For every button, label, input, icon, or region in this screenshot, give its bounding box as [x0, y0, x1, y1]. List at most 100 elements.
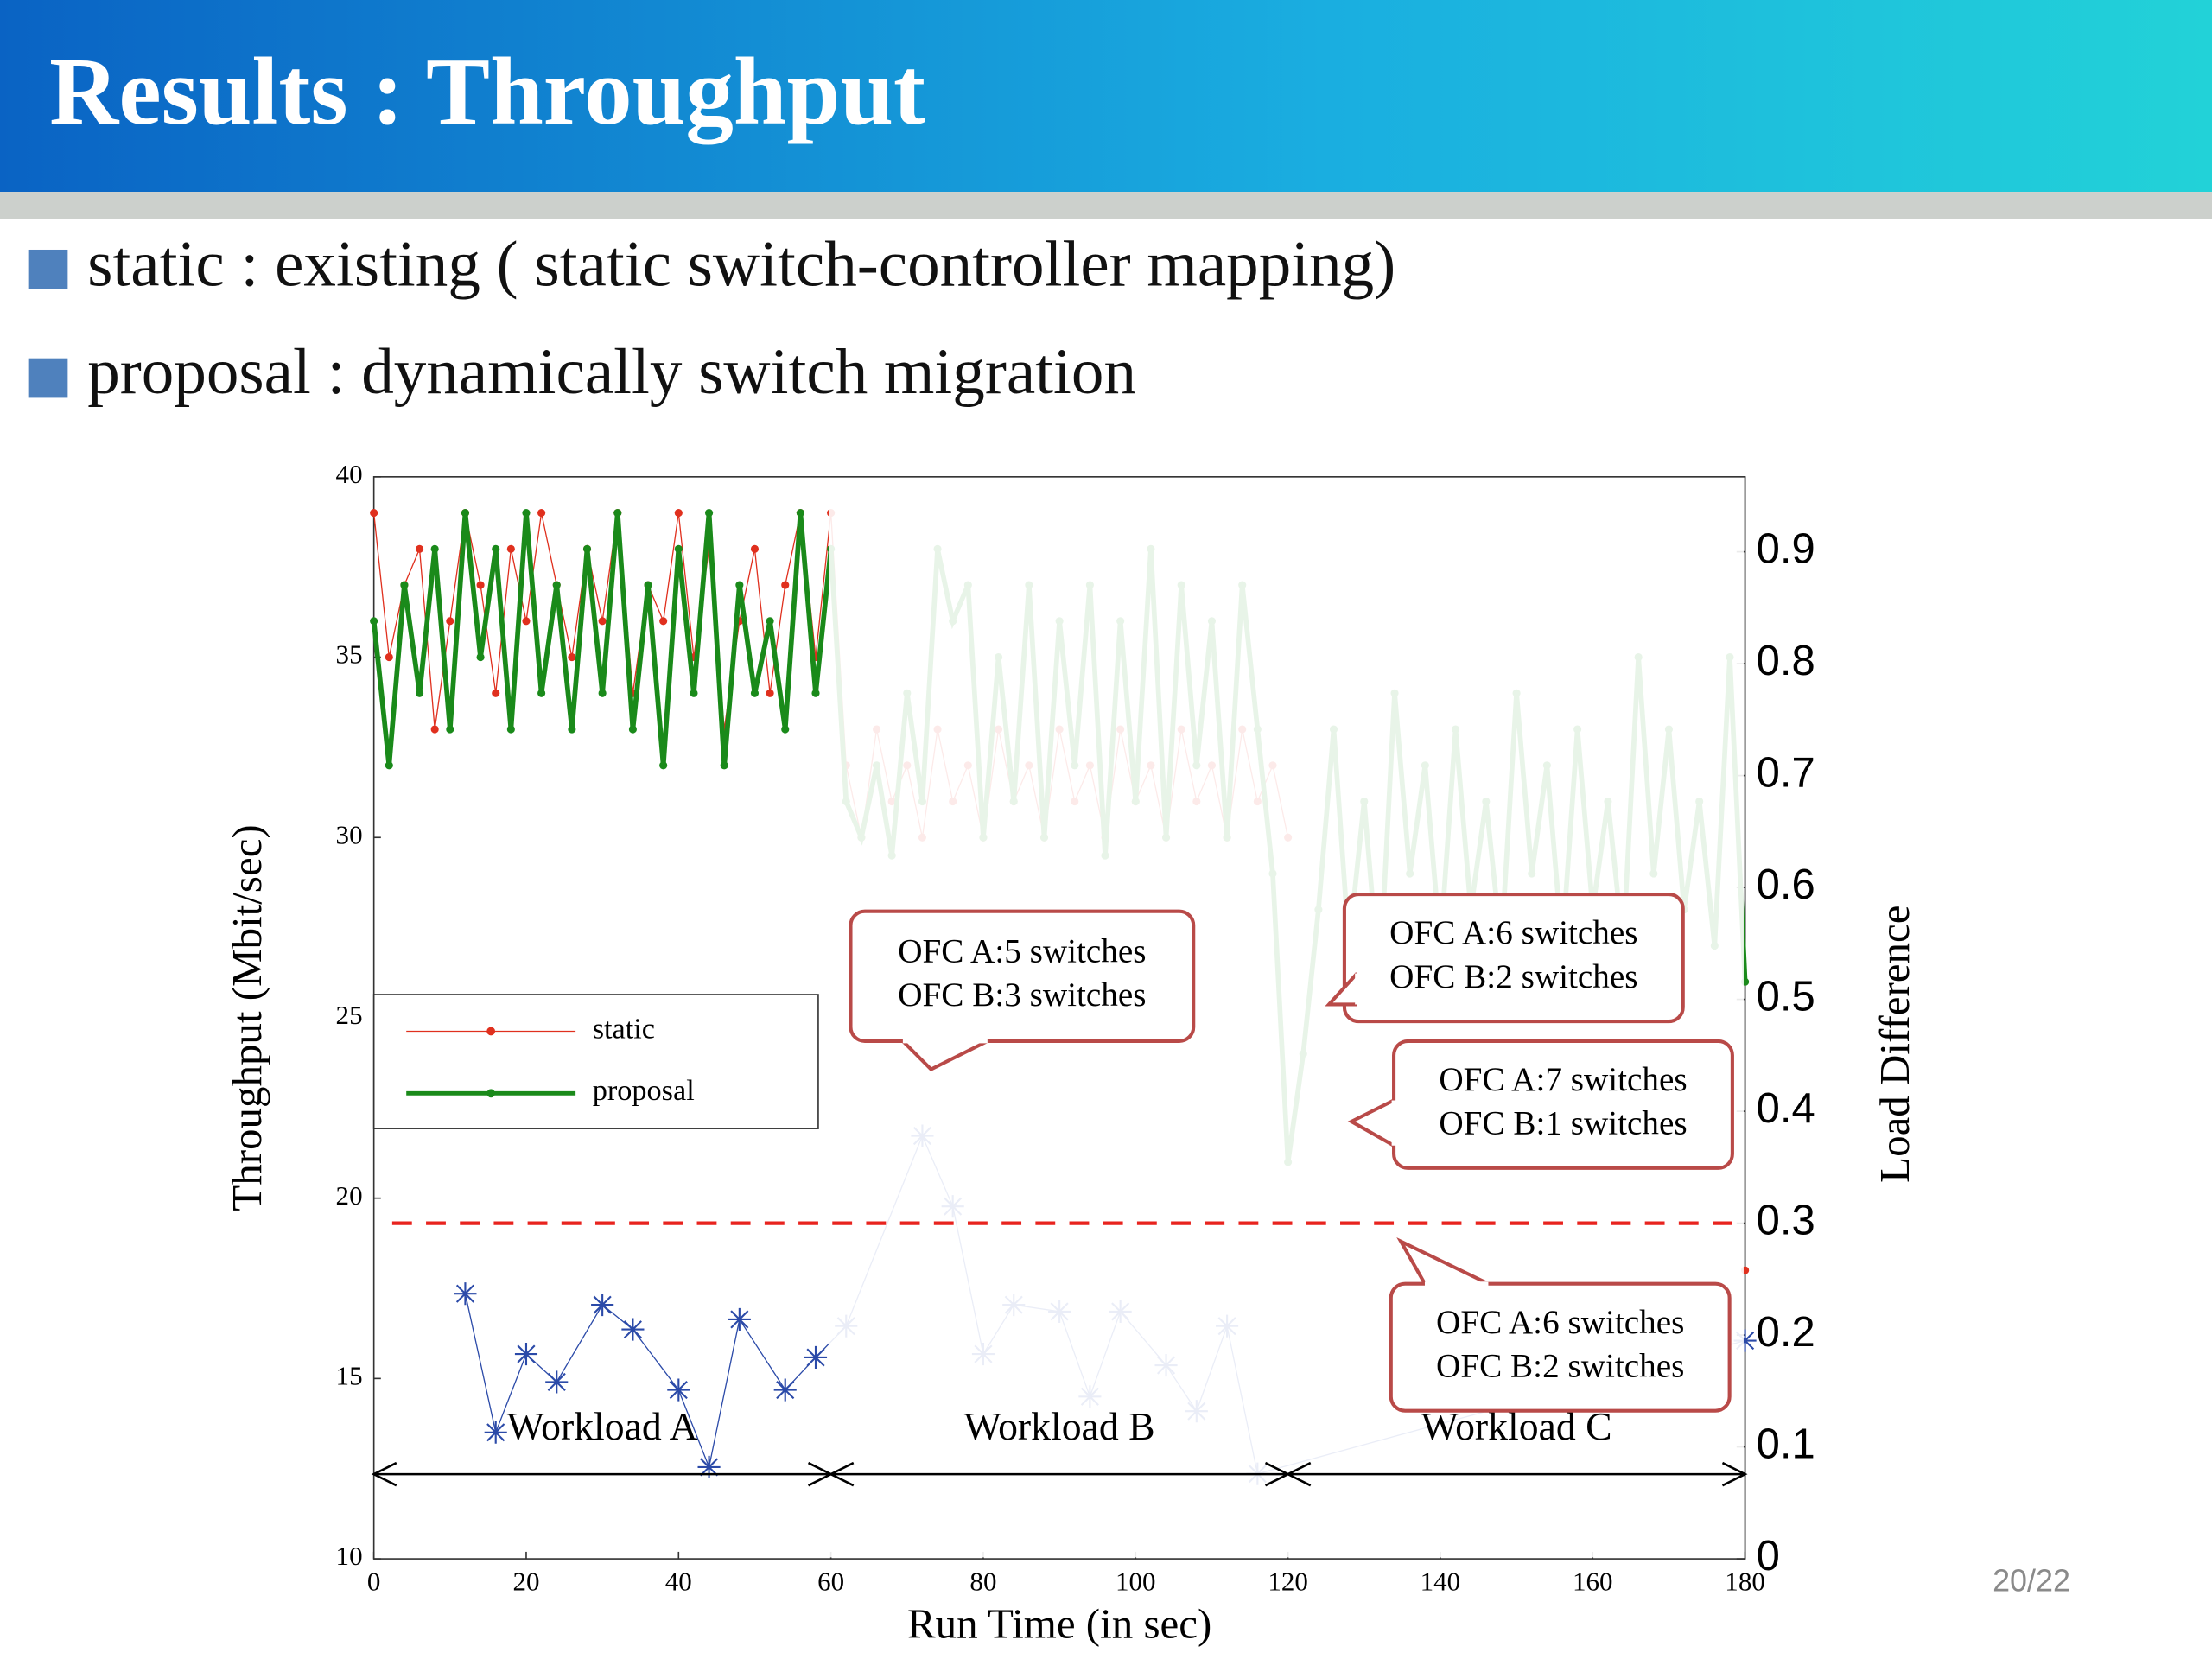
- point-marker: [613, 509, 622, 518]
- point-marker: [766, 617, 774, 626]
- region-label: Workload B: [964, 1404, 1155, 1448]
- point-marker: [796, 509, 804, 518]
- callout-text: OFC B:1 switches: [1439, 1105, 1687, 1142]
- point-marker: [454, 1282, 477, 1306]
- y-tick-label: 10: [336, 1541, 363, 1571]
- point-marker: [659, 761, 668, 770]
- x-tick-label: 140: [1421, 1567, 1461, 1597]
- callout-text: OFC B:2 switches: [1436, 1347, 1684, 1384]
- callout-text: OFC B:2 switches: [1389, 958, 1637, 995]
- bullet-icon: [28, 358, 68, 398]
- point-marker: [537, 689, 546, 697]
- x-tick-label: 20: [512, 1567, 539, 1597]
- y2-tick-label: 0.6: [1757, 861, 1815, 908]
- y-tick-label: 15: [336, 1360, 363, 1390]
- point-marker: [415, 689, 424, 697]
- y2-tick-label: 0.7: [1757, 750, 1815, 797]
- point-marker: [811, 689, 820, 697]
- y-tick-label: 40: [336, 459, 363, 489]
- point-marker: [400, 581, 409, 589]
- legend-marker: [486, 1027, 496, 1036]
- bullet-icon: [28, 249, 68, 289]
- callout-tail: [1396, 1237, 1490, 1286]
- point-marker: [781, 581, 790, 589]
- callout-tail: [1347, 1098, 1395, 1147]
- point-marker: [514, 1343, 538, 1366]
- point-marker: [690, 689, 698, 697]
- y2-tick-label: 0.8: [1757, 638, 1815, 684]
- point-marker: [568, 725, 576, 734]
- point-marker: [430, 725, 439, 734]
- legend-label: proposal: [593, 1074, 695, 1107]
- point-marker: [735, 581, 744, 589]
- point-marker: [766, 689, 774, 697]
- chart: 0 20 40 60 80 100 120 140 160 180 10 15 20 25 30 35 40 0 0…: [223, 459, 1918, 1647]
- point-marker: [568, 652, 576, 662]
- point-marker: [628, 725, 637, 734]
- y2-tick-label: 0.9: [1757, 526, 1815, 573]
- point-marker: [476, 652, 485, 662]
- point-marker: [522, 509, 531, 518]
- point-marker: [415, 544, 424, 553]
- point-marker: [492, 689, 500, 697]
- point-marker: [537, 509, 546, 518]
- point-marker: [1733, 1329, 1757, 1352]
- legend-marker: [486, 1089, 496, 1098]
- y2-tick-label: 0.2: [1757, 1309, 1815, 1356]
- point-marker: [781, 725, 790, 734]
- point-marker: [659, 617, 668, 626]
- point-marker: [492, 544, 500, 553]
- slide-title: Results : Throughput: [49, 39, 925, 145]
- callout-box: [849, 909, 1196, 1043]
- callout-box: [1389, 1281, 1732, 1413]
- point-marker: [728, 1307, 751, 1332]
- point-marker: [446, 617, 454, 626]
- point-marker: [773, 1378, 797, 1402]
- page-number: 20/22: [1993, 1562, 2070, 1598]
- x-tick-label: 40: [665, 1567, 692, 1597]
- callout-text: OFC A:5 switches: [898, 932, 1146, 969]
- y-tick-label: 25: [336, 1000, 363, 1030]
- callout-text: OFC B:3 switches: [898, 976, 1146, 1014]
- legend-label: static: [593, 1012, 655, 1045]
- y-tick-label: 30: [336, 819, 363, 849]
- y2-tick-label: 0: [1757, 1533, 1780, 1580]
- callout-text: OFC A:6 switches: [1436, 1304, 1684, 1341]
- y2-tick-label: 0.4: [1757, 1085, 1815, 1132]
- point-marker: [598, 689, 607, 697]
- point-marker: [750, 689, 760, 697]
- x-axis-label: Run Time (in sec): [907, 1599, 1211, 1647]
- legend-box: [372, 994, 819, 1129]
- point-marker: [697, 1455, 721, 1478]
- y-axis-label: Throughput (Mbit/sec): [223, 824, 270, 1211]
- x-tick-label: 60: [817, 1567, 844, 1597]
- point-marker: [750, 544, 760, 553]
- point-marker: [430, 544, 439, 553]
- y-tick-label: 20: [336, 1180, 363, 1211]
- region-arrow: [1285, 1461, 1748, 1487]
- point-marker: [582, 544, 592, 553]
- callout-box: [1342, 893, 1685, 1024]
- y-tick-label: 35: [336, 639, 363, 670]
- point-marker: [674, 509, 683, 518]
- point-marker: [506, 725, 515, 734]
- x-tick-label: 100: [1116, 1567, 1156, 1597]
- callout-tail: [1325, 972, 1359, 1007]
- point-marker: [545, 1370, 569, 1394]
- x-tick-label: 0: [367, 1567, 381, 1597]
- point-marker: [705, 509, 714, 518]
- point-marker: [522, 617, 531, 626]
- point-marker: [506, 544, 515, 553]
- callout-text: OFC A:6 switches: [1389, 914, 1637, 951]
- y2-tick-label: 0.3: [1757, 1198, 1815, 1244]
- x-tick-label: 80: [969, 1567, 996, 1597]
- point-marker: [370, 617, 378, 626]
- point-marker: [385, 652, 393, 662]
- point-marker: [598, 617, 607, 626]
- header-bar: [0, 0, 2212, 193]
- point-marker: [552, 581, 561, 589]
- callout-tail: [901, 1039, 988, 1072]
- header-rule: [0, 192, 2212, 219]
